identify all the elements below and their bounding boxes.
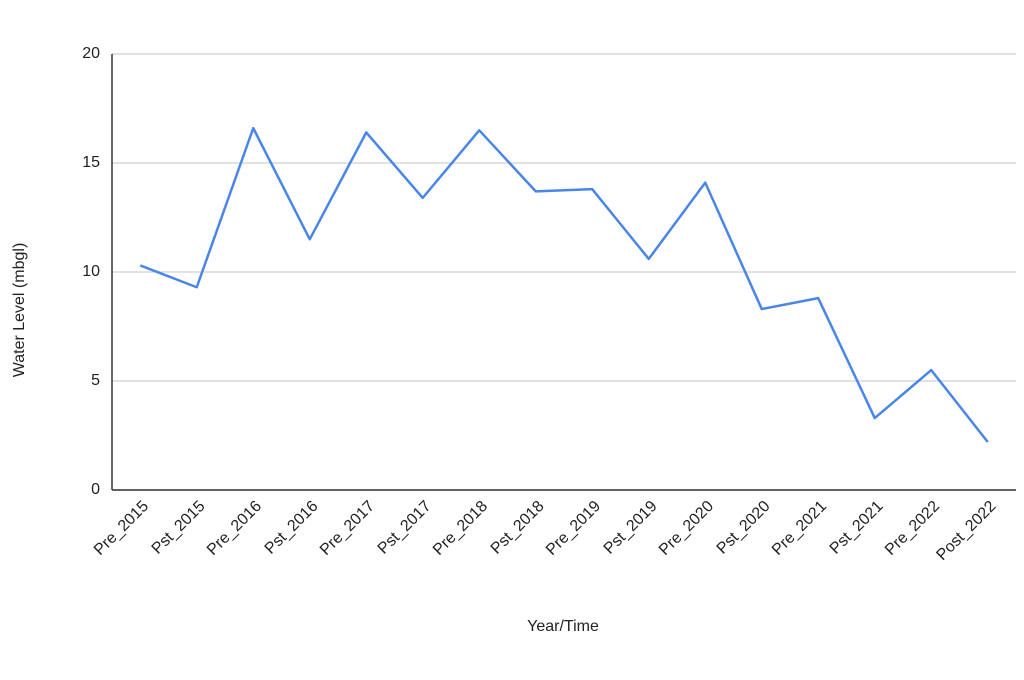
- y-axis-title: Water Level (mbgl): [11, 243, 28, 378]
- x-tick-label: Pst_2017: [375, 498, 435, 558]
- x-tick-label: Pre_2022: [882, 498, 943, 559]
- x-tick-label: Pst_2019: [601, 498, 661, 558]
- x-tick-label: Pst_2016: [262, 498, 322, 558]
- x-tick-label: Pre_2016: [204, 498, 265, 559]
- x-tick-label: Post_2022: [933, 498, 999, 564]
- x-tick-label: Pst_2018: [488, 498, 548, 558]
- y-tick-label: 20: [82, 45, 100, 62]
- x-tick-label: Pre_2020: [656, 498, 717, 559]
- x-tick-label: Pre_2015: [91, 498, 152, 559]
- x-tick-label: Pst_2015: [149, 498, 209, 558]
- y-tick-label: 5: [91, 372, 100, 389]
- x-axis-title: Year/Time: [527, 618, 599, 635]
- x-tick-label: Pre_2019: [543, 498, 604, 559]
- x-tick-label: Pre_2021: [769, 498, 830, 559]
- x-tick-label: Pre_2017: [317, 498, 378, 559]
- y-tick-label: 0: [91, 481, 100, 498]
- x-tick-label: Pst_2020: [714, 498, 774, 558]
- y-tick-label: 15: [82, 154, 100, 171]
- x-tick-label: Pre_2018: [430, 498, 491, 559]
- x-tick-label: Pst_2021: [827, 498, 887, 558]
- data-line: [139, 126, 989, 443]
- y-tick-label: 10: [82, 263, 100, 280]
